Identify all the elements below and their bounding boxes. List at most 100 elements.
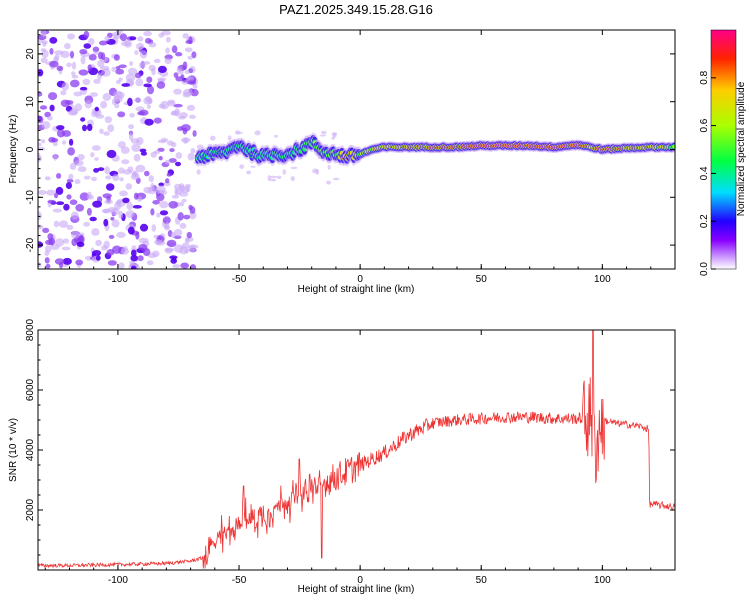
- noise-blob: [38, 262, 42, 268]
- snr-ylabel: SNR (10 * v/v): [8, 418, 19, 482]
- x-tick-label: 50: [476, 274, 488, 285]
- noise-blob: [74, 179, 81, 185]
- noise-blob: [326, 180, 331, 185]
- noise-blob: [164, 159, 171, 165]
- y-tick-label: 0: [25, 146, 36, 152]
- noise-blob: [49, 104, 55, 112]
- noise-blob: [143, 186, 152, 194]
- noise-blob: [71, 71, 76, 76]
- noise-blob: [121, 83, 130, 87]
- noise-blob: [49, 37, 58, 44]
- noise-blob: [80, 117, 86, 122]
- noise-blob: [164, 57, 172, 65]
- noise-blob: [107, 260, 117, 266]
- noise-blob: [112, 245, 122, 254]
- noise-blob: [105, 183, 115, 191]
- noise-blob: [98, 40, 108, 46]
- noise-blob: [84, 100, 92, 109]
- noise-blob: [73, 91, 83, 97]
- noise-blob: [190, 88, 199, 97]
- noise-blob: [171, 256, 177, 261]
- noise-blob: [150, 151, 157, 158]
- noise-blob: [270, 178, 277, 182]
- noise-blob: [151, 224, 157, 232]
- noise-blob: [183, 88, 193, 96]
- noise-blob: [71, 211, 79, 220]
- noise-blob: [128, 67, 138, 75]
- noise-blob: [95, 114, 105, 119]
- colorbar-tick-label: 0.6: [699, 118, 710, 132]
- noise-blob: [64, 43, 71, 50]
- noise-blob: [56, 125, 65, 131]
- x-tick-label: -50: [232, 575, 247, 586]
- noise-blob: [133, 153, 141, 162]
- noise-blob: [159, 200, 169, 209]
- noise-blob: [38, 154, 42, 163]
- noise-blob: [239, 164, 245, 170]
- noise-blob: [71, 74, 79, 79]
- noise-blob: [169, 148, 175, 153]
- colorbar-label: Normalized spectral amplitude: [736, 81, 747, 216]
- noise-blob: [89, 92, 99, 97]
- noise-blob: [156, 185, 166, 193]
- noise-blob: [119, 190, 128, 197]
- snr-xlabel: Height of straight line (km): [298, 584, 415, 595]
- noise-blob: [143, 83, 152, 88]
- noise-blob: [56, 65, 64, 72]
- noise-blob: [97, 60, 105, 68]
- noise-blob: [139, 148, 147, 153]
- noise-blob: [128, 132, 134, 141]
- noise-blob: [138, 61, 146, 69]
- noise-blob: [92, 200, 102, 208]
- noise-blob: [165, 178, 170, 184]
- noise-blob: [47, 199, 56, 204]
- noise-blob: [44, 257, 50, 264]
- noise-blob: [106, 149, 117, 159]
- noise-blob: [124, 39, 132, 48]
- noise-blob: [94, 106, 100, 112]
- noise-blob: [167, 101, 176, 107]
- noise-blob: [82, 124, 87, 132]
- noise-blob: [115, 68, 125, 75]
- noise-blob: [56, 173, 62, 179]
- noise-blob: [159, 210, 169, 216]
- noise-blob: [74, 103, 83, 112]
- noise-blob: [146, 104, 151, 109]
- noise-blob: [119, 33, 128, 42]
- noise-blob: [135, 164, 146, 173]
- noise-blob: [86, 123, 93, 131]
- spectrogram-xlabel: Height of straight line (km): [298, 284, 415, 295]
- noise-blob: [150, 208, 155, 216]
- noise-blob: [58, 220, 69, 228]
- noise-blob: [171, 195, 179, 199]
- noise-blob: [66, 178, 74, 183]
- noise-blob: [91, 228, 100, 236]
- noise-blob: [87, 64, 92, 72]
- noise-blob: [82, 78, 91, 86]
- colorbar-tick-label: 0.2: [699, 214, 710, 228]
- noise-blob: [127, 97, 133, 107]
- noise-blob: [93, 168, 100, 173]
- noise-blob: [192, 84, 198, 89]
- noise-blob: [137, 196, 143, 202]
- noise-blob: [168, 201, 178, 209]
- noise-blob: [137, 36, 144, 42]
- noise-blob: [276, 175, 282, 179]
- noise-blob: [131, 143, 141, 152]
- noise-blob: [267, 175, 272, 182]
- noise-blob: [55, 186, 64, 195]
- noise-blob: [61, 82, 69, 91]
- noise-blob: [111, 98, 117, 106]
- noise-blob: [173, 103, 183, 108]
- colorbar-gradient: [711, 30, 736, 269]
- noise-blob: [66, 194, 72, 200]
- noise-blob: [175, 152, 183, 159]
- noise-blob: [132, 205, 142, 209]
- noise-blob: [38, 211, 42, 220]
- noise-blob: [162, 216, 171, 225]
- noise-blob: [66, 62, 72, 67]
- noise-blob: [128, 124, 135, 130]
- noise-blob: [182, 33, 189, 39]
